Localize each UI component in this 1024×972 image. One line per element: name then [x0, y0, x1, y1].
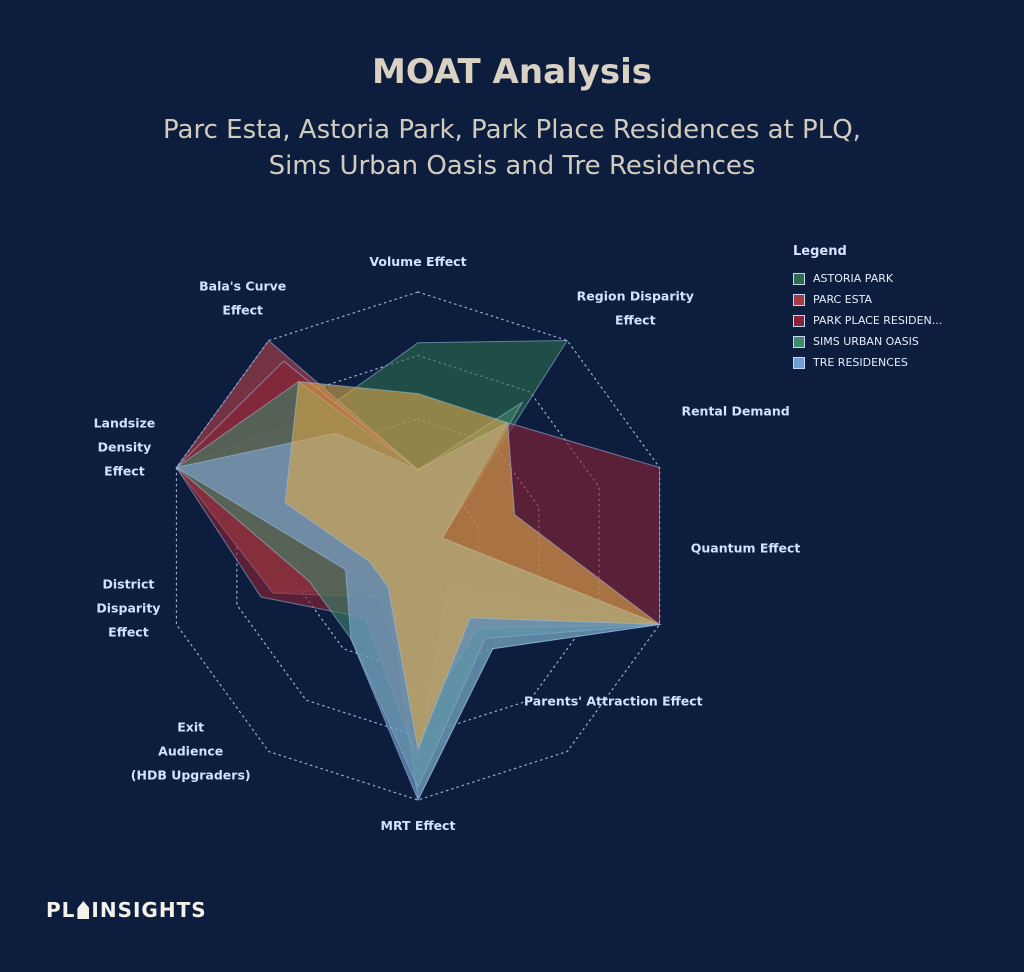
- legend-label: SIMS URBAN OASIS: [813, 335, 919, 348]
- axis-label-line: Bala's Curve: [199, 279, 286, 294]
- legend-item[interactable]: TRE RESIDENCES: [793, 352, 942, 373]
- axis-label: Exit Audience (HDB Upgraders): [131, 719, 251, 782]
- axis-label-line: (HDB Upgraders): [131, 767, 251, 782]
- axis-label: Volume Effect: [369, 254, 466, 269]
- axis-label-line: District: [102, 576, 154, 591]
- axis-label-line: Landsize: [94, 416, 156, 431]
- legend-swatch: [793, 356, 805, 369]
- axis-label-line: Effect: [222, 303, 263, 318]
- legend-item[interactable]: SIMS URBAN OASIS: [793, 331, 942, 352]
- legend-item[interactable]: ASTORIA PARK: [793, 268, 942, 289]
- legend-label: TRE RESIDENCES: [813, 356, 908, 369]
- axis-label: Landsize Density Effect: [94, 416, 156, 479]
- axis-label: MRT Effect: [381, 818, 456, 833]
- subtitle-line-1: Parc Esta, Astoria Park, Park Place Resi…: [163, 115, 861, 145]
- legend-swatch: [793, 314, 805, 327]
- axis-label: Quantum Effect: [691, 540, 801, 555]
- axis-label-line: Disparity: [96, 600, 160, 615]
- axis-label-line: Exit: [177, 719, 204, 734]
- chart-title: MOAT Analysis: [372, 52, 652, 92]
- legend-label: PARC ESTA: [813, 293, 873, 306]
- axis-label-line: Rental Demand: [681, 404, 789, 419]
- legend-swatch: [793, 335, 805, 348]
- axis-label: Region Disparity Effect: [577, 289, 694, 328]
- legend-item[interactable]: PARC ESTA: [793, 289, 942, 310]
- legend: Legend ASTORIA PARK PARC ESTA PARK PLACE…: [793, 244, 942, 373]
- axis-label-line: Audience: [158, 743, 223, 758]
- axis-label-line: MRT Effect: [381, 818, 456, 833]
- axis-label: Parents' Attraction Effect: [524, 693, 703, 708]
- axis-label-line: Parents' Attraction Effect: [524, 693, 703, 708]
- legend-label: PARK PLACE RESIDEN...: [813, 314, 943, 327]
- axis-label-line: Effect: [104, 464, 145, 479]
- brand-logo-left: PL: [46, 898, 76, 922]
- subtitle-line-2: Sims Urban Oasis and Tre Residences: [268, 151, 756, 181]
- chart-subtitle: Parc Esta, Astoria Park, Park Place Resi…: [0, 112, 1024, 184]
- axis-label-line: Effect: [108, 624, 149, 639]
- house-icon: [77, 901, 90, 919]
- axis-label-line: Volume Effect: [369, 254, 466, 269]
- brand-logo: PL INSIGHTS: [46, 898, 207, 922]
- legend-swatch: [793, 272, 805, 285]
- legend-swatch: [793, 293, 805, 306]
- axis-label: Rental Demand: [681, 404, 789, 419]
- legend-label: ASTORIA PARK: [813, 272, 894, 285]
- axis-label: District Disparity Effect: [96, 576, 160, 639]
- brand-logo-right: INSIGHTS: [91, 898, 207, 922]
- legend-title: Legend: [793, 244, 847, 259]
- legend-item[interactable]: PARK PLACE RESIDEN...: [793, 310, 942, 331]
- axis-label-line: Quantum Effect: [691, 540, 801, 555]
- axis-label-line: Region Disparity: [577, 289, 694, 304]
- axis-label-line: Density: [98, 440, 152, 455]
- axis-label-line: Effect: [615, 313, 656, 328]
- series-area[interactable]: [284, 381, 662, 751]
- axis-label: Bala's Curve Effect: [199, 279, 286, 318]
